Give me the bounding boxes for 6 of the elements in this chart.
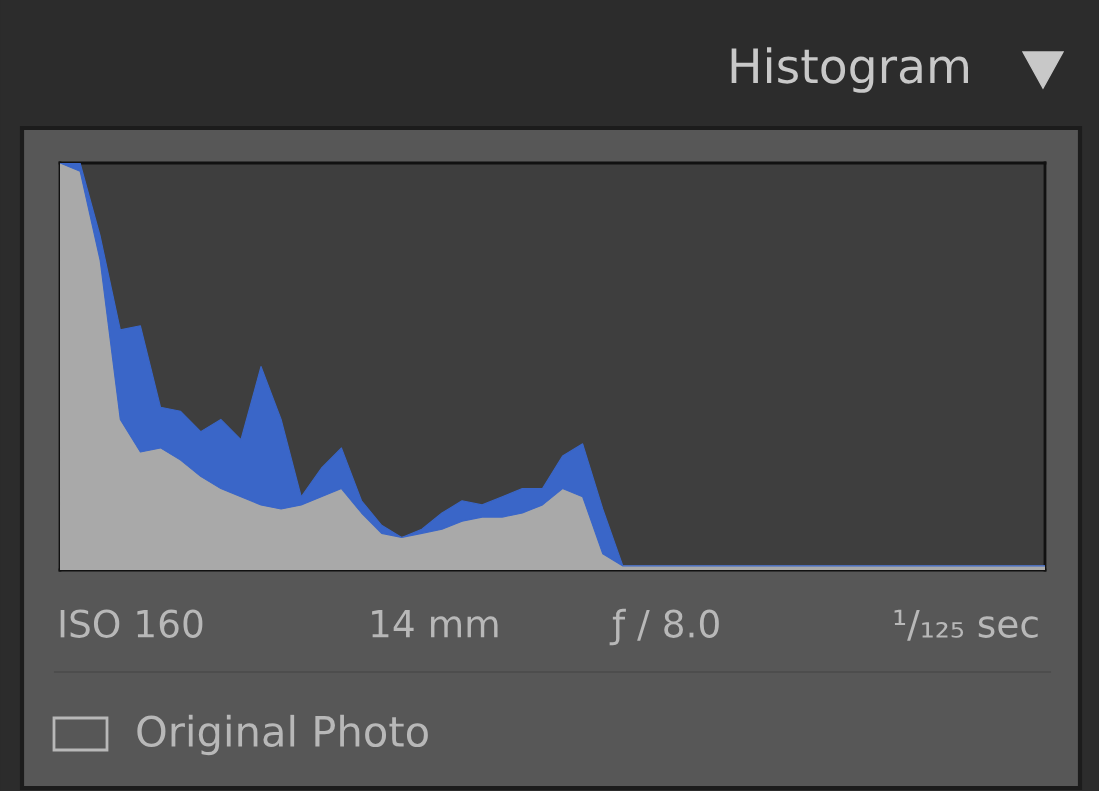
text: Original Photo <box>137 714 428 756</box>
chart-title: Histogram <box>731 47 968 93</box>
text: 14 mm <box>372 610 498 638</box>
text: ISO 160 <box>60 609 203 638</box>
text: ¹/₁₂₅ sec <box>894 609 1038 641</box>
text: ƒ / 8.0 <box>609 608 719 646</box>
